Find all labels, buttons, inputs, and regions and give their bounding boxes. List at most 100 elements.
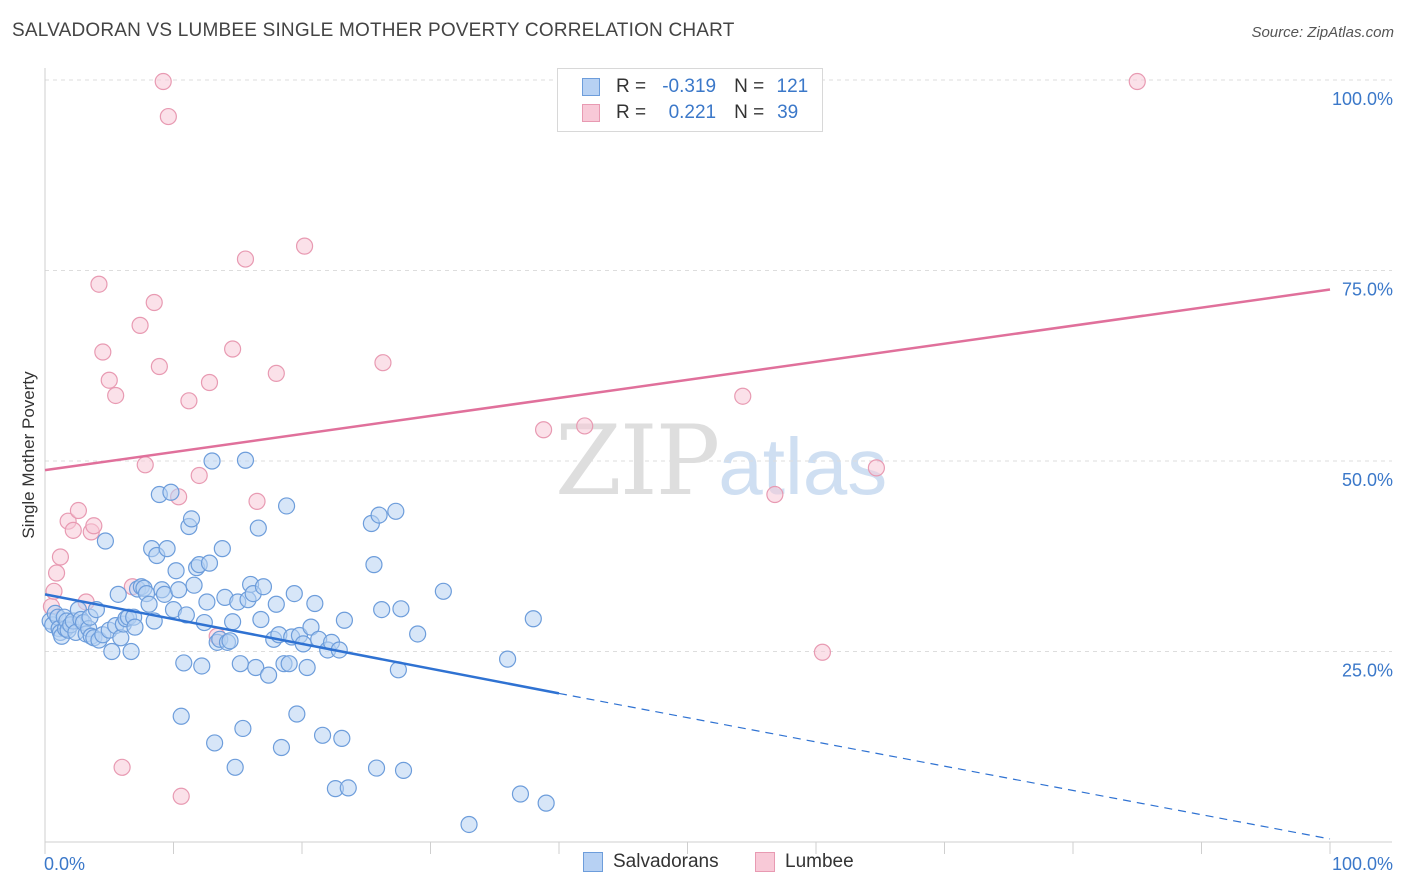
gridlines — [45, 79, 1392, 652]
salvadoran-point — [126, 618, 144, 636]
salvadoran-point — [394, 761, 413, 779]
lumbee-point — [224, 340, 242, 358]
legend-r-value: 0.221 — [668, 102, 717, 123]
salvadoran-point — [170, 581, 188, 599]
salvadoran-point — [370, 506, 388, 524]
salvadoran-point — [333, 729, 351, 747]
salvadoran-point — [280, 655, 298, 673]
salvadoran-point — [272, 738, 291, 757]
lumbee-point — [100, 371, 118, 389]
salvadoran-point — [277, 497, 296, 515]
salvadoran-point — [285, 584, 303, 603]
lumbee-point — [131, 316, 149, 334]
lumbee-point — [267, 364, 285, 382]
legend-n-label: N = — [734, 76, 765, 97]
legend-swatch-pink — [582, 104, 600, 122]
salvadoran-point — [298, 658, 316, 677]
lumbee-point — [200, 373, 219, 392]
salvadoran-point — [511, 785, 530, 803]
salvadoran-point — [365, 556, 383, 574]
axes — [44, 68, 1392, 854]
y-tick-label: 50.0% — [1342, 470, 1393, 490]
salvadoran-point — [122, 642, 140, 661]
y-tick-label: 25.0% — [1342, 661, 1393, 681]
series-legend-salvadorans: Salvadorans — [583, 851, 719, 873]
salvadoran-point — [302, 618, 320, 636]
lumbee-point — [113, 758, 131, 776]
y-tick-label: 75.0% — [1342, 280, 1393, 300]
salvadoran-point — [193, 657, 211, 675]
tick-labels: 25.0% 50.0% 75.0% 100.0% 0.0% 100.0% — [44, 89, 1393, 874]
salvadoran-point — [185, 576, 203, 594]
salvadoran-trend-line — [44, 593, 560, 695]
series-swatch-pink — [755, 852, 775, 872]
salvadoran-point — [226, 758, 244, 776]
lumbee-point — [534, 421, 553, 439]
salvadoran-point — [162, 483, 180, 501]
lumbee-point — [94, 343, 112, 361]
lumbee-point — [190, 466, 208, 485]
lumbee-point — [1128, 72, 1146, 91]
lumbee-points — [42, 72, 1146, 805]
salvadoran-point — [177, 606, 195, 624]
salvadoran-point — [254, 578, 273, 596]
series-legend-lumbee: Lumbee — [755, 851, 854, 873]
salvadoran-point — [140, 595, 158, 613]
salvadoran-point — [267, 595, 285, 613]
lumbee-point — [248, 492, 266, 510]
lumbee-point — [172, 787, 190, 805]
salvadoran-point — [288, 705, 306, 723]
salvadoran-point — [499, 650, 517, 668]
lumbee-point — [867, 459, 885, 477]
salvadoran-point — [409, 625, 427, 643]
salvadoran-point — [373, 600, 391, 619]
salvadoran-point — [339, 779, 357, 797]
salvadoran-point — [158, 540, 176, 558]
source-label: Source: ZipAtlas.com — [1251, 24, 1394, 41]
salvadoran-point — [195, 613, 213, 632]
salvadoran-point — [306, 594, 324, 613]
lumbee-point — [734, 387, 752, 405]
series-legend: Salvadorans Lumbee — [0, 851, 1406, 877]
correlation-legend: R = -0.319 N = 121 R = 0.221 N = 39 — [557, 68, 823, 132]
salvadoran-point — [313, 726, 332, 744]
salvadoran-point — [259, 666, 278, 684]
legend-n-value: 121 — [776, 76, 809, 97]
lumbee-trend-line — [44, 288, 1331, 472]
salvadoran-point — [96, 532, 114, 550]
lumbee-point — [374, 354, 392, 372]
lumbee-point — [64, 521, 82, 539]
salvadoran-point — [249, 519, 267, 537]
salvadoran-point — [172, 707, 190, 725]
salvadoran-point — [335, 611, 354, 629]
y-tick-label: 100.0% — [1332, 89, 1393, 109]
series-label-salvadorans: Salvadorans — [613, 851, 719, 872]
salvadoran-point — [221, 632, 239, 650]
salvadoran-point — [203, 452, 221, 470]
salvadoran-point — [213, 540, 231, 558]
legend-r-value: -0.319 — [662, 76, 717, 97]
legend-n-value: 39 — [777, 102, 799, 123]
legend-n-label: N = — [734, 102, 765, 123]
salvadoran-point — [367, 759, 386, 777]
salvadoran-point — [109, 585, 127, 603]
salvadoran-point — [182, 510, 201, 528]
lumbee-point — [69, 501, 88, 520]
lumbee-point — [813, 643, 832, 661]
salvadoran-trend-extension — [558, 692, 1331, 840]
lumbee-point — [236, 250, 255, 268]
lumbee-point — [295, 237, 314, 255]
trend-lines — [44, 288, 1331, 840]
y-axis-label: Single Mother Poverty — [19, 371, 38, 539]
watermark-atlas: atlas — [718, 422, 888, 511]
lumbee-point — [576, 417, 594, 435]
salvadoran-point — [434, 582, 452, 600]
lumbee-point — [766, 485, 784, 504]
salvadoran-point — [252, 610, 270, 629]
lumbee-point — [154, 72, 172, 91]
x-tick-label-max: 100.0% — [1332, 854, 1393, 874]
salvadoran-point — [234, 719, 252, 738]
lumbee-point — [107, 386, 125, 405]
lumbee-point — [136, 456, 154, 474]
